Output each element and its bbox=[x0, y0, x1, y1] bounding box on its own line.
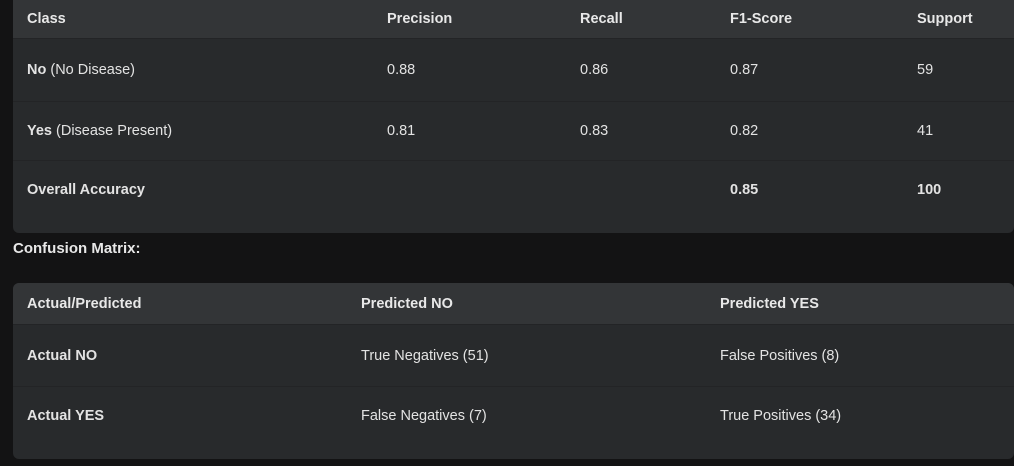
header-precision: Precision bbox=[387, 11, 453, 27]
cell-recall bbox=[566, 161, 716, 220]
class-name: Yes bbox=[27, 123, 52, 139]
class-description: (No Disease) bbox=[46, 62, 135, 78]
metrics-table: Class Precision Recall F1-Score Support … bbox=[13, 0, 1014, 219]
header-recall: Recall bbox=[580, 11, 623, 27]
header-predicted-yes: Predicted YES bbox=[720, 295, 819, 312]
cell-precision bbox=[373, 161, 566, 220]
header-class: Class bbox=[27, 11, 66, 27]
classification-report-table: Class Precision Recall F1-Score Support … bbox=[13, 0, 1014, 233]
table-header-row: Actual/Predicted Predicted NO Predicted … bbox=[13, 283, 1014, 325]
header-f1-score: F1-Score bbox=[730, 11, 793, 27]
confusion-matrix-table: Actual/Predicted Predicted NO Predicted … bbox=[13, 283, 1014, 459]
header-actual-predicted: Actual/Predicted bbox=[27, 295, 142, 312]
class-description: (Disease Present) bbox=[52, 123, 173, 139]
summary-row: Overall Accuracy 0.85 100 bbox=[13, 160, 1014, 220]
cell-f1: 0.87 bbox=[730, 62, 759, 78]
table-row: Actual YES False Negatives (7) True Posi… bbox=[13, 386, 1014, 446]
confusion-matrix-heading: Confusion Matrix: bbox=[13, 240, 141, 257]
cell-recall: 0.83 bbox=[580, 123, 609, 139]
cell-class: No (No Disease) bbox=[13, 39, 373, 102]
table-row: No (No Disease) 0.88 0.86 0.87 59 bbox=[13, 38, 1014, 102]
cell-true-negatives: True Negatives (51) bbox=[361, 347, 489, 364]
class-name: No bbox=[27, 62, 47, 78]
cell-recall: 0.86 bbox=[580, 62, 609, 78]
cell-total-support: 100 bbox=[917, 182, 942, 198]
table-header-row: Class Precision Recall F1-Score Support bbox=[13, 0, 1014, 39]
cell-summary-label: Overall Accuracy bbox=[27, 182, 145, 198]
cell-f1: 0.82 bbox=[730, 123, 759, 139]
cell-true-positives: True Positives (34) bbox=[720, 408, 842, 424]
cell-support: 59 bbox=[917, 62, 934, 78]
cell-false-negatives: False Negatives (7) bbox=[361, 408, 487, 424]
header-predicted-no: Predicted NO bbox=[361, 295, 453, 312]
cell-accuracy-value: 0.85 bbox=[730, 182, 759, 198]
table-row: Yes (Disease Present) 0.81 0.83 0.82 41 bbox=[13, 101, 1014, 161]
table-row: Actual NO True Negatives (51) False Posi… bbox=[13, 324, 1014, 387]
cell-class: Yes (Disease Present) bbox=[13, 102, 373, 161]
cell-support: 41 bbox=[917, 123, 934, 139]
row-label-actual-no: Actual NO bbox=[27, 347, 98, 364]
row-label-actual-yes: Actual YES bbox=[27, 408, 105, 424]
header-support: Support bbox=[917, 11, 973, 27]
matrix-table: Actual/Predicted Predicted NO Predicted … bbox=[13, 283, 1014, 445]
cell-precision: 0.81 bbox=[387, 123, 416, 139]
cell-precision: 0.88 bbox=[387, 62, 416, 78]
cell-false-positives: False Positives (8) bbox=[720, 347, 840, 364]
